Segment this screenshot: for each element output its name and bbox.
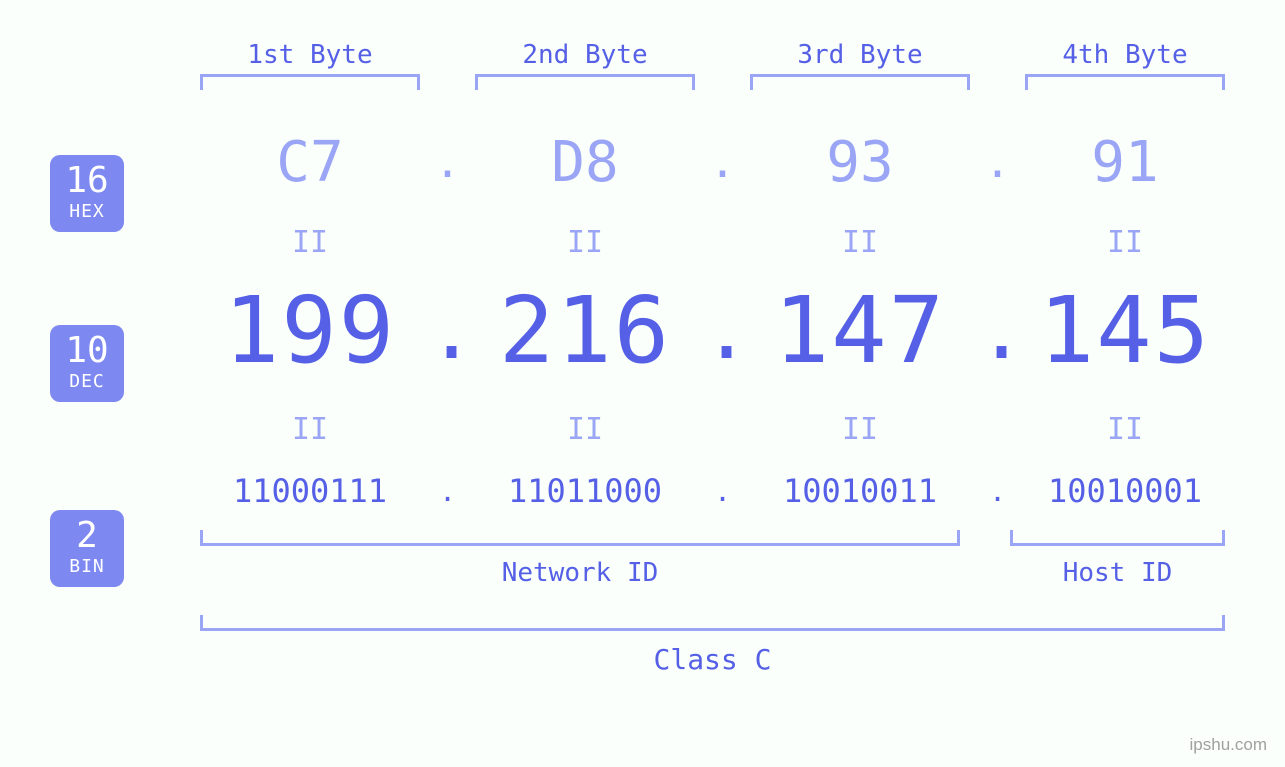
class-bracket xyxy=(200,615,1225,631)
dec-byte-3: 147 xyxy=(750,285,970,377)
eq-row-2: II . II . II . II xyxy=(200,412,1225,447)
dec-byte-1: 199 xyxy=(200,285,420,377)
separator: . xyxy=(428,291,468,371)
separator: . xyxy=(703,475,743,508)
byte-header-4: 4th Byte xyxy=(1025,40,1225,70)
equals-icon: II xyxy=(475,225,695,260)
bin-byte-4: 10010001 xyxy=(1025,472,1225,510)
hex-byte-4: 91 xyxy=(1025,130,1225,195)
byte-bracket-2 xyxy=(475,74,695,90)
data-grid: 1st Byte 2nd Byte 3rd Byte 4th Byte C7 .… xyxy=(200,40,1225,707)
byte-header-2: 2nd Byte xyxy=(475,40,695,70)
separator: . xyxy=(703,137,743,188)
bin-byte-2: 11011000 xyxy=(475,472,695,510)
separator: . xyxy=(978,137,1018,188)
byte-header-1: 1st Byte xyxy=(200,40,420,70)
top-bracket-row xyxy=(200,74,1225,90)
byte-bracket-4 xyxy=(1025,74,1225,90)
equals-icon: II xyxy=(750,412,970,447)
badge-number: 16 xyxy=(50,163,124,199)
dec-byte-2: 216 xyxy=(475,285,695,377)
equals-icon: II xyxy=(200,412,420,447)
badge-label: HEX xyxy=(50,201,124,222)
byte-bracket-3 xyxy=(750,74,970,90)
badge-number: 2 xyxy=(50,518,124,554)
base-badge-bin: 2 BIN xyxy=(50,510,124,587)
network-id-label: Network ID xyxy=(200,558,960,588)
class-label: Class C xyxy=(200,643,1225,676)
equals-icon: II xyxy=(1025,225,1225,260)
id-bracket-row: Network ID Host ID xyxy=(200,530,1225,580)
hex-byte-3: 93 xyxy=(750,130,970,195)
hex-row: C7 . D8 . 93 . 91 xyxy=(200,130,1225,195)
separator: . xyxy=(428,137,468,188)
base-badge-dec: 10 DEC xyxy=(50,325,124,402)
dec-row: 199 . 216 . 147 . 145 xyxy=(200,285,1225,377)
hex-byte-2: D8 xyxy=(475,130,695,195)
byte-bracket-1 xyxy=(200,74,420,90)
byte-header-row: 1st Byte 2nd Byte 3rd Byte 4th Byte xyxy=(200,40,1225,70)
badge-number: 10 xyxy=(50,333,124,369)
host-id-bracket xyxy=(1010,530,1225,546)
separator: . xyxy=(978,475,1018,508)
badge-label: DEC xyxy=(50,371,124,392)
equals-icon: II xyxy=(200,225,420,260)
separator: . xyxy=(428,475,468,508)
equals-icon: II xyxy=(750,225,970,260)
separator: . xyxy=(703,291,743,371)
badge-label: BIN xyxy=(50,556,124,577)
dec-byte-4: 145 xyxy=(1025,285,1225,377)
host-id-label: Host ID xyxy=(1010,558,1225,588)
separator: . xyxy=(978,291,1018,371)
byte-header-3: 3rd Byte xyxy=(750,40,970,70)
hex-byte-1: C7 xyxy=(200,130,420,195)
base-badge-hex: 16 HEX xyxy=(50,155,124,232)
class-bracket-row: Class C xyxy=(200,615,1225,665)
equals-icon: II xyxy=(475,412,695,447)
eq-row-1: II . II . II . II xyxy=(200,225,1225,260)
bin-byte-3: 10010011 xyxy=(750,472,970,510)
bin-byte-1: 11000111 xyxy=(200,472,420,510)
bin-row: 11000111 . 11011000 . 10010011 . 1001000… xyxy=(200,472,1225,510)
watermark: ipshu.com xyxy=(1190,735,1267,755)
diagram: 16 HEX 10 DEC 2 BIN 1st Byte 2nd Byte 3r… xyxy=(0,0,1285,767)
network-id-bracket xyxy=(200,530,960,546)
equals-icon: II xyxy=(1025,412,1225,447)
